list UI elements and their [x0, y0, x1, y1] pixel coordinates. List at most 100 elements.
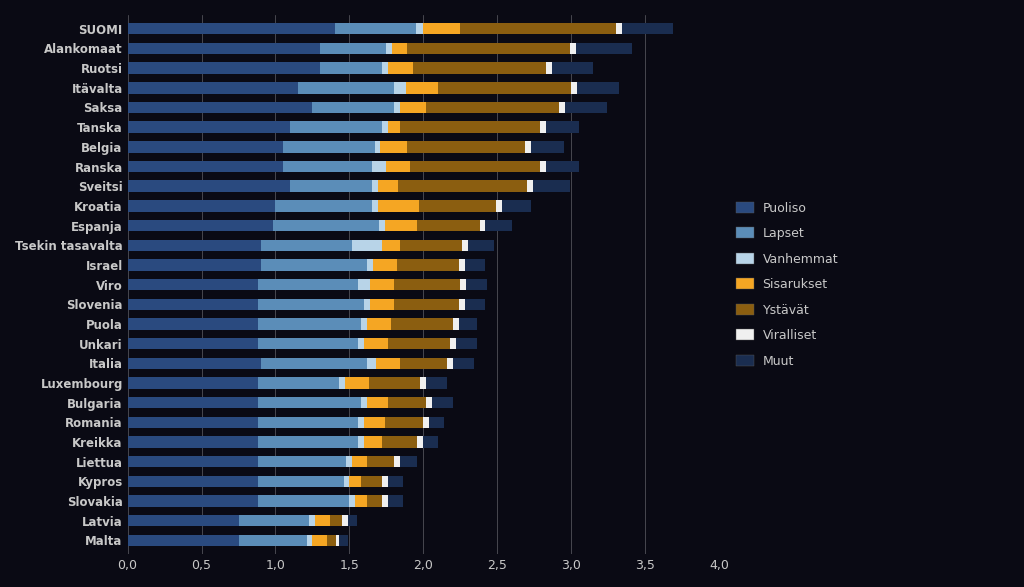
Bar	[290, 180, 372, 192]
Bar	[128, 456, 258, 467]
Bar	[368, 456, 394, 467]
Bar	[382, 495, 388, 507]
Bar	[330, 515, 342, 527]
Bar	[368, 357, 376, 369]
Bar	[418, 436, 423, 448]
Bar	[352, 456, 368, 467]
Bar	[128, 475, 258, 487]
Bar	[128, 357, 261, 369]
Bar	[272, 220, 379, 231]
Bar	[361, 318, 368, 330]
Bar	[532, 180, 569, 192]
Bar	[128, 377, 258, 389]
Bar	[312, 102, 394, 113]
Bar	[128, 318, 258, 330]
Bar	[382, 62, 388, 74]
Bar	[258, 417, 358, 428]
Bar	[429, 417, 444, 428]
Bar	[421, 377, 426, 389]
Bar	[466, 279, 487, 291]
Bar	[461, 23, 615, 35]
Bar	[382, 475, 388, 487]
Bar	[385, 220, 418, 231]
Bar	[128, 102, 312, 113]
Bar	[345, 377, 369, 389]
Bar	[128, 495, 258, 507]
Bar	[346, 456, 352, 467]
Bar	[382, 436, 418, 448]
Bar	[128, 122, 290, 133]
Bar	[406, 82, 438, 93]
Bar	[128, 338, 258, 349]
Bar	[365, 338, 388, 349]
Bar	[128, 397, 258, 409]
Bar	[379, 220, 385, 231]
Bar	[349, 495, 355, 507]
Bar	[388, 495, 402, 507]
Bar	[426, 377, 447, 389]
Bar	[388, 397, 426, 409]
Bar	[336, 535, 339, 546]
Bar	[358, 417, 365, 428]
Bar	[368, 259, 373, 271]
Bar	[258, 475, 343, 487]
Bar	[525, 141, 531, 153]
Bar	[569, 43, 575, 54]
Bar	[339, 535, 348, 546]
Bar	[465, 299, 485, 310]
Bar	[372, 180, 378, 192]
Bar	[394, 299, 459, 310]
Bar	[361, 475, 382, 487]
Bar	[312, 535, 328, 546]
Bar	[388, 62, 413, 74]
Bar	[261, 259, 368, 271]
Bar	[128, 82, 298, 93]
Bar	[368, 495, 382, 507]
Bar	[369, 377, 421, 389]
Bar	[239, 535, 306, 546]
Bar	[565, 102, 606, 113]
Bar	[394, 102, 399, 113]
Bar	[559, 102, 565, 113]
Bar	[258, 318, 361, 330]
Bar	[432, 397, 453, 409]
Bar	[394, 279, 461, 291]
Bar	[128, 141, 283, 153]
Bar	[283, 161, 372, 172]
Bar	[552, 62, 593, 74]
Bar	[527, 180, 532, 192]
Bar	[399, 239, 462, 251]
Bar	[352, 239, 382, 251]
Bar	[339, 377, 345, 389]
Bar	[459, 259, 465, 271]
Bar	[128, 535, 239, 546]
Bar	[258, 279, 358, 291]
Bar	[381, 141, 408, 153]
Bar	[128, 180, 290, 192]
Bar	[399, 456, 418, 467]
Bar	[258, 436, 358, 448]
Bar	[461, 279, 466, 291]
Legend: Puoliso, Lapset, Vanhemmat, Sisarukset, Ystävät, Viralliset, Muut: Puoliso, Lapset, Vanhemmat, Sisarukset, …	[731, 197, 843, 373]
Bar	[426, 397, 432, 409]
Bar	[365, 299, 370, 310]
Bar	[128, 161, 283, 172]
Bar	[465, 259, 485, 271]
Bar	[447, 357, 453, 369]
Bar	[423, 417, 429, 428]
Bar	[349, 475, 361, 487]
Bar	[258, 456, 346, 467]
Bar	[410, 161, 541, 172]
Bar	[370, 279, 394, 291]
Bar	[541, 161, 546, 172]
Bar	[355, 495, 368, 507]
Bar	[319, 62, 382, 74]
Bar	[358, 279, 370, 291]
Bar	[128, 515, 239, 527]
Bar	[378, 180, 398, 192]
Bar	[399, 122, 541, 133]
Bar	[258, 377, 339, 389]
Bar	[128, 436, 258, 448]
Bar	[128, 417, 258, 428]
Bar	[372, 200, 378, 211]
